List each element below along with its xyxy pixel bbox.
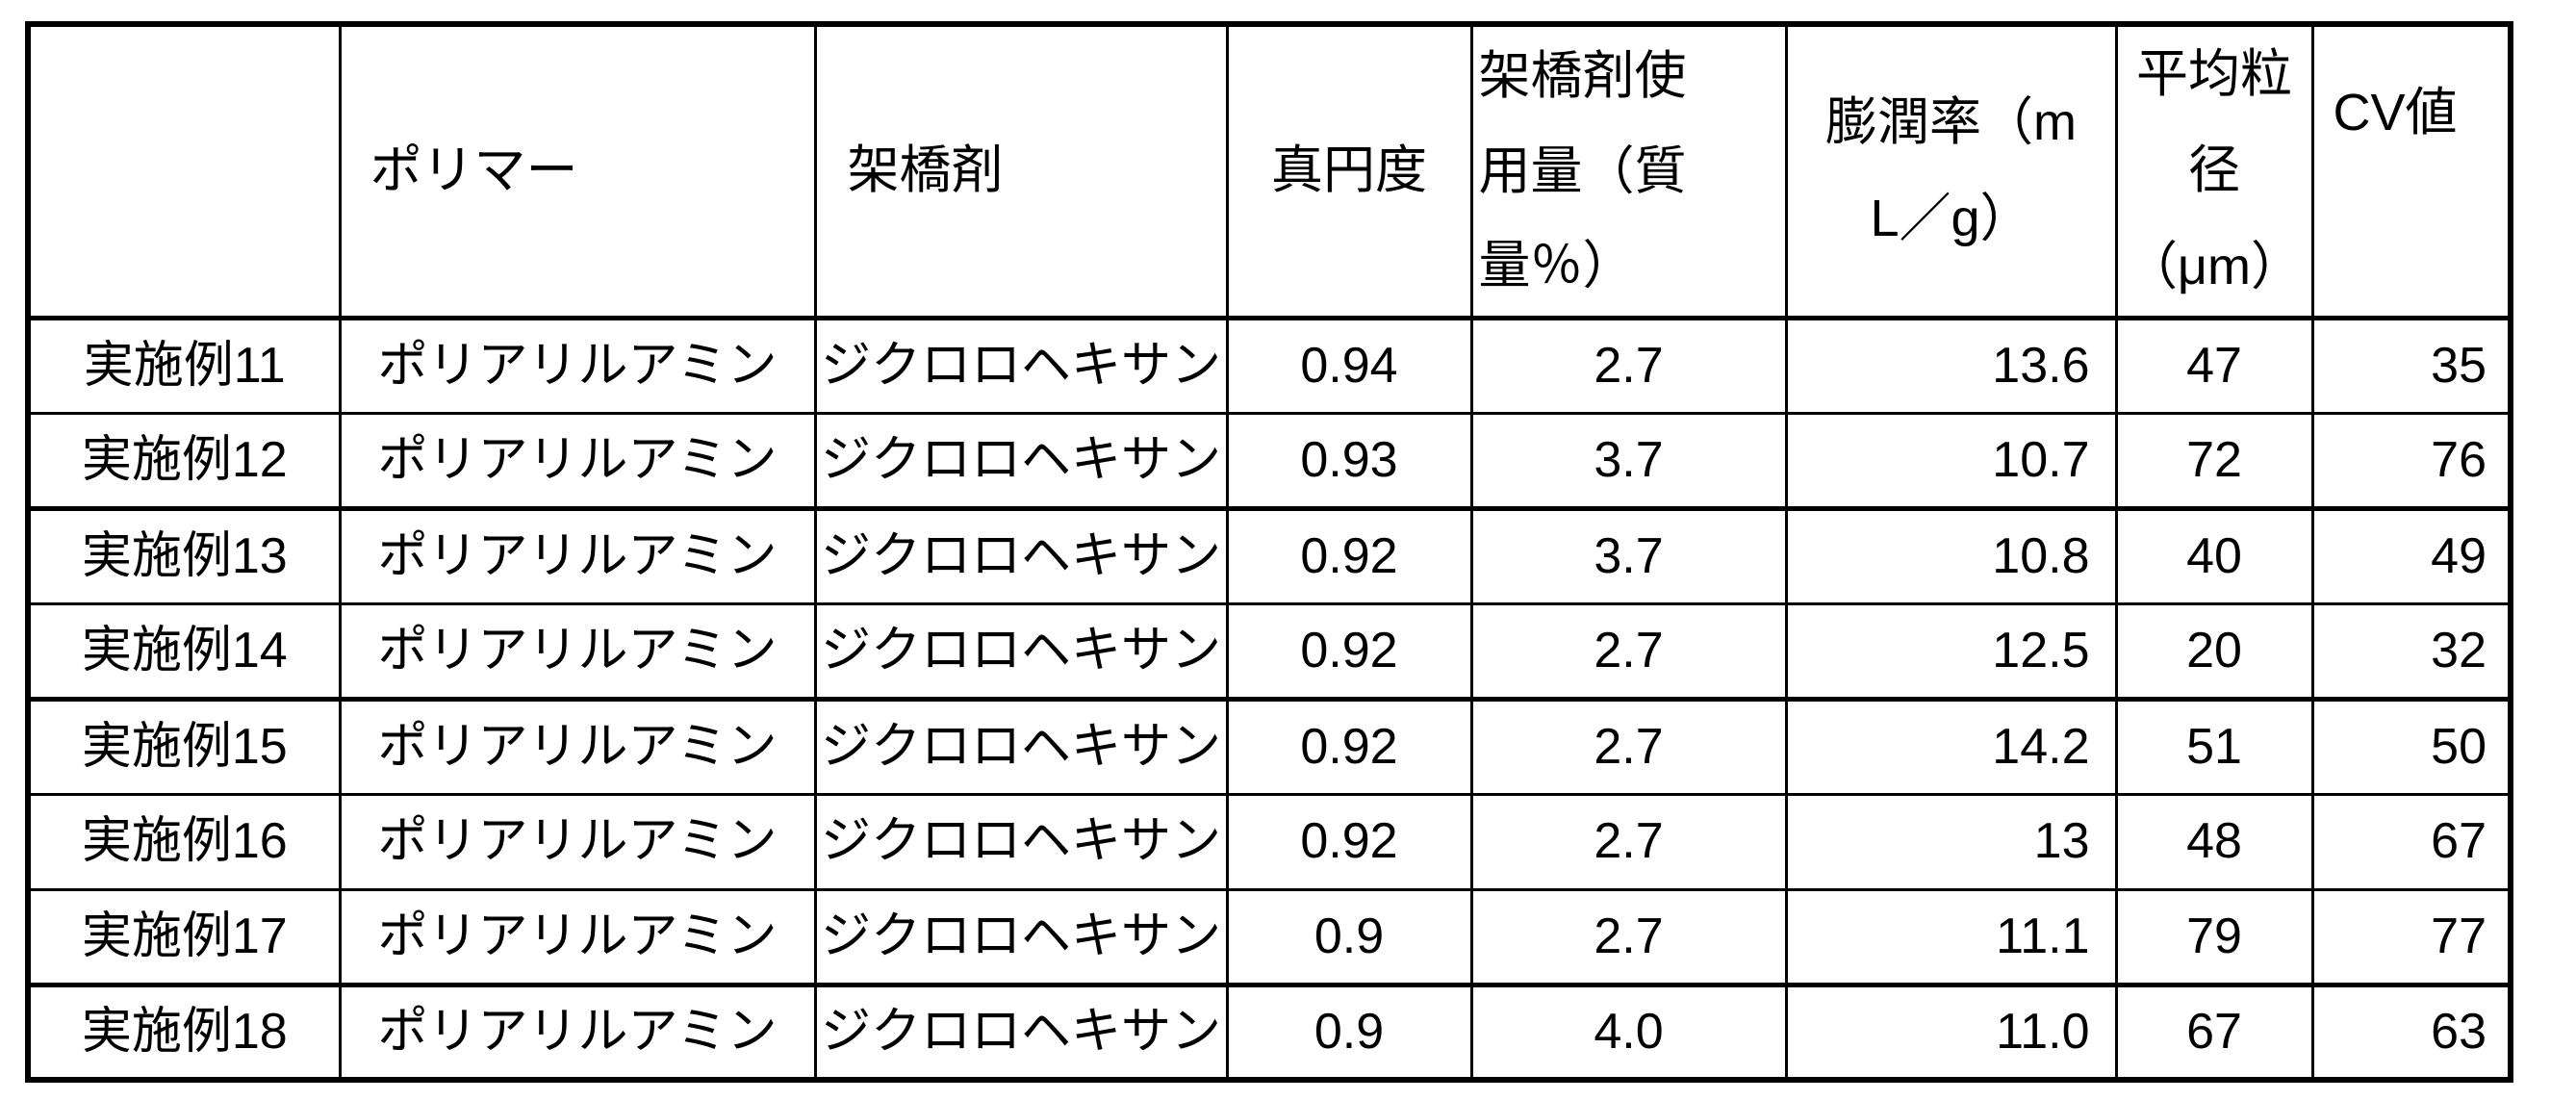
cell-particle: 72: [2114, 411, 2314, 511]
cell-circularity: 0.92: [1225, 601, 1473, 702]
header-polymer: ポリマー: [338, 22, 817, 320]
cell-amount: 3.7: [1469, 411, 1788, 511]
cell-example: 実施例18: [26, 983, 342, 1082]
cell-amount: 3.7: [1469, 506, 1788, 605]
table-row-example-16: 実施例16 ポリアリルアミン ジクロロヘキサン 0.92 2.7 13 48 6…: [26, 792, 2512, 891]
cell-swelling: 11.1: [1784, 887, 2118, 987]
cell-swelling: 14.2: [1784, 697, 2118, 796]
cell-crosslinker: ジクロロヘキサン: [813, 601, 1229, 702]
cell-crosslinker: ジクロロヘキサン: [813, 887, 1229, 987]
cell-circularity: 0.92: [1225, 697, 1473, 796]
cell-cv: 49: [2310, 506, 2512, 605]
header-crosslinker: 架橋剤: [813, 22, 1229, 320]
header-cv-value: CV値: [2310, 22, 2512, 320]
cell-example: 実施例13: [26, 506, 342, 605]
cell-swelling: 13: [1784, 792, 2118, 891]
cell-polymer: ポリアリルアミン: [338, 601, 817, 702]
table-row-example-17: 実施例17 ポリアリルアミン ジクロロヘキサン 0.9 2.7 11.1 79 …: [26, 887, 2512, 987]
cell-polymer: ポリアリルアミン: [338, 506, 817, 605]
table-row-example-14: 実施例14 ポリアリルアミン ジクロロヘキサン 0.92 2.7 12.5 20…: [26, 601, 2512, 702]
cell-particle: 51: [2114, 697, 2314, 796]
header-swelling-ratio: 膨潤率（m L／g）: [1784, 22, 2118, 320]
cell-polymer: ポリアリルアミン: [338, 983, 817, 1082]
cell-particle: 40: [2114, 506, 2314, 605]
header-row: ポリマー 架橋剤 真円度 架橋剤使 用量（質 量％） 膨潤率（m L／g） 平均…: [26, 22, 2512, 320]
cell-cv: 63: [2310, 983, 2512, 1082]
cell-example: 実施例12: [26, 411, 342, 511]
cell-polymer: ポリアリルアミン: [338, 887, 817, 987]
cell-circularity: 0.9: [1225, 983, 1473, 1082]
cell-amount: 2.7: [1469, 601, 1788, 702]
table-row-example-13: 実施例13 ポリアリルアミン ジクロロヘキサン 0.92 3.7 10.8 40…: [26, 506, 2512, 605]
cell-particle: 67: [2114, 983, 2314, 1082]
cell-example: 実施例16: [26, 792, 342, 891]
cell-polymer: ポリアリルアミン: [338, 697, 817, 796]
cell-cv: 50: [2310, 697, 2512, 796]
cell-polymer: ポリアリルアミン: [338, 316, 817, 415]
cell-crosslinker: ジクロロヘキサン: [813, 316, 1229, 415]
cell-polymer: ポリアリルアミン: [338, 411, 817, 511]
cell-example: 実施例17: [26, 887, 342, 987]
cell-circularity: 0.93: [1225, 411, 1473, 511]
cell-swelling: 12.5: [1784, 601, 2118, 702]
cell-circularity: 0.92: [1225, 792, 1473, 891]
cell-amount: 2.7: [1469, 792, 1788, 891]
table-row-example-11: 実施例11 ポリアリルアミン ジクロロヘキサン 0.94 2.7 13.6 47…: [26, 316, 2512, 415]
cell-particle: 20: [2114, 601, 2314, 702]
table-row-example-18: 実施例18 ポリアリルアミン ジクロロヘキサン 0.9 4.0 11.0 67 …: [26, 983, 2512, 1082]
cell-example: 実施例15: [26, 697, 342, 796]
cell-circularity: 0.94: [1225, 316, 1473, 415]
cell-circularity: 0.92: [1225, 506, 1473, 605]
cell-swelling: 11.0: [1784, 983, 2118, 1082]
cell-swelling: 13.6: [1784, 316, 2118, 415]
cell-crosslinker: ジクロロヘキサン: [813, 792, 1229, 891]
cell-example: 実施例11: [26, 316, 342, 415]
results-table: ポリマー 架橋剤 真円度 架橋剤使 用量（質 量％） 膨潤率（m L／g） 平均…: [25, 21, 2513, 1084]
cell-amount: 2.7: [1469, 887, 1788, 987]
cell-amount: 4.0: [1469, 983, 1788, 1082]
cell-crosslinker: ジクロロヘキサン: [813, 983, 1229, 1082]
table-row-example-12: 実施例12 ポリアリルアミン ジクロロヘキサン 0.93 3.7 10.7 72…: [26, 411, 2512, 511]
cell-polymer: ポリアリルアミン: [338, 792, 817, 891]
cell-swelling: 10.7: [1784, 411, 2118, 511]
cell-amount: 2.7: [1469, 697, 1788, 796]
cell-crosslinker: ジクロロヘキサン: [813, 411, 1229, 511]
cell-particle: 47: [2114, 316, 2314, 415]
cell-swelling: 10.8: [1784, 506, 2118, 605]
cell-cv: 76: [2310, 411, 2512, 511]
header-mean-particle-size: 平均粒径 （μm）: [2114, 22, 2314, 320]
cell-amount: 2.7: [1469, 316, 1788, 415]
cell-circularity: 0.9: [1225, 887, 1473, 987]
header-example: [26, 22, 342, 320]
cell-crosslinker: ジクロロヘキサン: [813, 506, 1229, 605]
cell-cv: 35: [2310, 316, 2512, 415]
cell-particle: 48: [2114, 792, 2314, 891]
header-crosslinker-amount: 架橋剤使 用量（質 量％）: [1469, 22, 1788, 320]
cell-crosslinker: ジクロロヘキサン: [813, 697, 1229, 796]
cell-example: 実施例14: [26, 601, 342, 702]
cell-cv: 67: [2310, 792, 2512, 891]
cell-particle: 79: [2114, 887, 2314, 987]
cell-cv: 32: [2310, 601, 2512, 702]
cell-cv: 77: [2310, 887, 2512, 987]
header-circularity: 真円度: [1225, 22, 1473, 320]
table-row-example-15: 実施例15 ポリアリルアミン ジクロロヘキサン 0.92 2.7 14.2 51…: [26, 697, 2512, 796]
